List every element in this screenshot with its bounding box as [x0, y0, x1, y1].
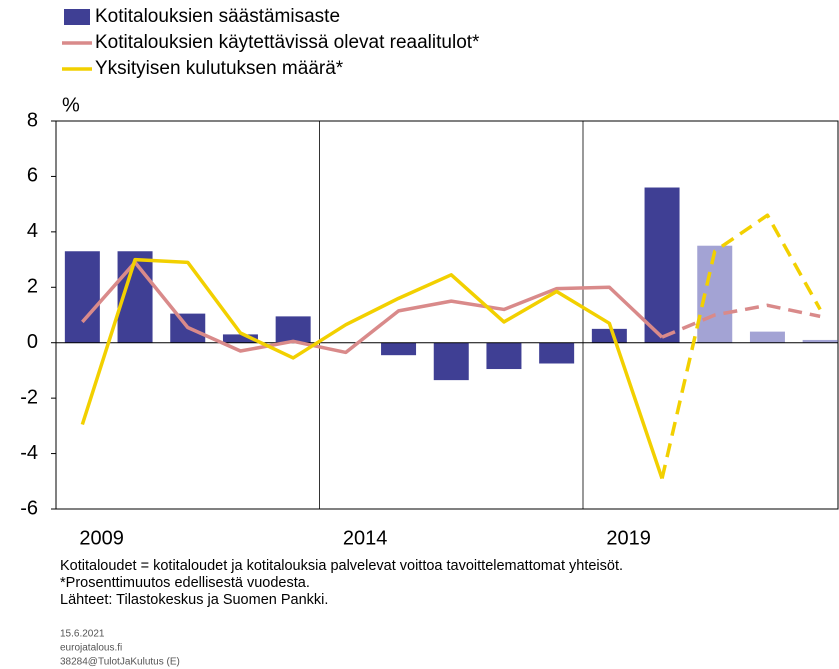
y-tick-label: 8: [27, 109, 38, 131]
note: *Prosenttimuutos edellisestä vuodesta.: [60, 575, 310, 591]
bar: [486, 342, 522, 370]
y-tick-label: 6: [27, 165, 38, 187]
note: Lähteet: Tilastokeskus ja Suomen Pankki.: [60, 592, 328, 608]
legend-label: Yksityisen kulutuksen määrä*: [95, 58, 344, 79]
bar: [644, 187, 680, 343]
line: [80, 257, 664, 480]
legend-label: Kotitalouksien käytettävissä olevat reaa…: [95, 32, 480, 53]
forecast-line: [660, 213, 822, 479]
legend-label: Kotitalouksien säästämisaste: [95, 6, 340, 27]
bar: [697, 245, 733, 343]
bar: [539, 342, 575, 364]
x-tick-label: 2014: [343, 527, 388, 549]
y-tick-label: 0: [27, 331, 38, 353]
bar: [381, 342, 417, 356]
bar: [433, 342, 469, 381]
y-tick-label: -4: [20, 442, 38, 464]
y-tick-label: -2: [20, 386, 38, 408]
bar: [749, 331, 785, 343]
x-tick-label: 2009: [79, 527, 124, 549]
footer: eurojatalous.fi: [60, 643, 122, 654]
footer: 38284@TulotJaKulutus (E): [60, 657, 180, 668]
bar: [802, 339, 838, 343]
y-unit: %: [62, 94, 80, 116]
forecast-line: [661, 303, 821, 339]
bar: [275, 316, 311, 343]
plot-frame: [55, 120, 839, 510]
bar: [64, 251, 100, 343]
x-tick-label: 2019: [606, 527, 651, 549]
bar: [222, 334, 258, 343]
y-tick-label: 2: [27, 276, 38, 298]
footer: 15.6.2021: [60, 629, 105, 640]
y-tick-label: -6: [20, 497, 38, 519]
y-tick-label: 4: [27, 220, 38, 242]
line: [81, 260, 664, 355]
note: Kotitaloudet = kotitaloudet ja kotitalou…: [60, 558, 623, 574]
bar: [591, 328, 627, 343]
legend-swatch: [64, 9, 90, 25]
